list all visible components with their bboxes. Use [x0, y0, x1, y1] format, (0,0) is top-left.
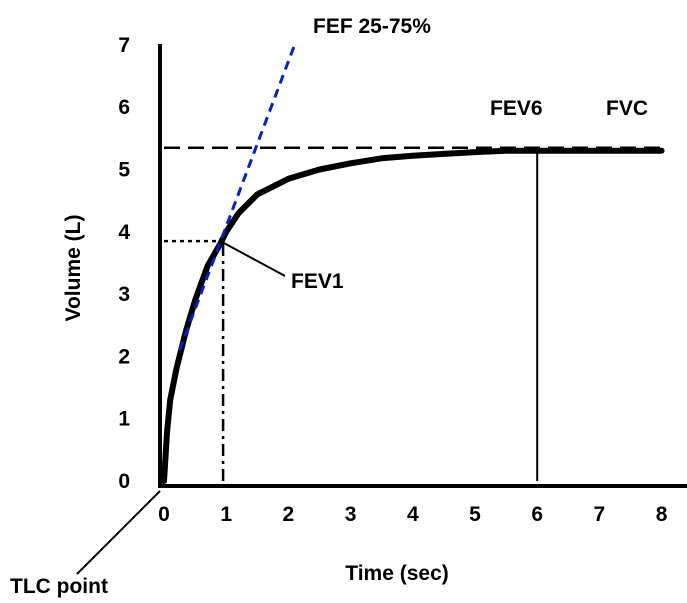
y-tick-label: 2	[118, 345, 130, 368]
fev6-label: FEV6	[490, 97, 543, 120]
x-tick-label: 6	[531, 503, 543, 526]
x-tick-label: 0	[158, 503, 170, 526]
y-tick-label: 5	[118, 159, 130, 182]
y-axis-title: Volume (L)	[62, 215, 85, 322]
tlc-leader	[76, 490, 161, 575]
fev1-label: FEV1	[291, 270, 344, 293]
x-tick-label: 4	[407, 503, 419, 526]
tick-layer: 0 1 2 3 4 5 6 7 8 0 1 2 3 4 5 6 7	[118, 34, 667, 526]
x-tick-label: 7	[594, 503, 606, 526]
x-tick-label: 8	[656, 503, 668, 526]
tlc-label: TLC point	[10, 575, 108, 598]
fev1-leader	[221, 241, 286, 277]
y-tick-label: 1	[118, 408, 130, 431]
x-tick-label: 1	[220, 503, 232, 526]
x-axis-title: Time (sec)	[345, 562, 449, 585]
x-tick-label: 5	[469, 503, 481, 526]
fef-label: FEF 25-75%	[313, 15, 431, 38]
y-tick-label: 6	[118, 96, 130, 119]
y-tick-label: 0	[118, 470, 130, 493]
fvc-label: FVC	[606, 97, 648, 120]
y-tick-label: 4	[118, 221, 130, 244]
x-tick-label: 2	[283, 503, 295, 526]
reference-lines	[164, 146, 662, 481]
y-tick-label: 3	[118, 283, 130, 306]
series-layer	[161, 44, 665, 484]
y-tick-label: 7	[118, 34, 130, 57]
x-tick-label: 3	[345, 503, 357, 526]
volume-time-curve	[161, 147, 665, 484]
fef-slope-line	[178, 44, 297, 351]
